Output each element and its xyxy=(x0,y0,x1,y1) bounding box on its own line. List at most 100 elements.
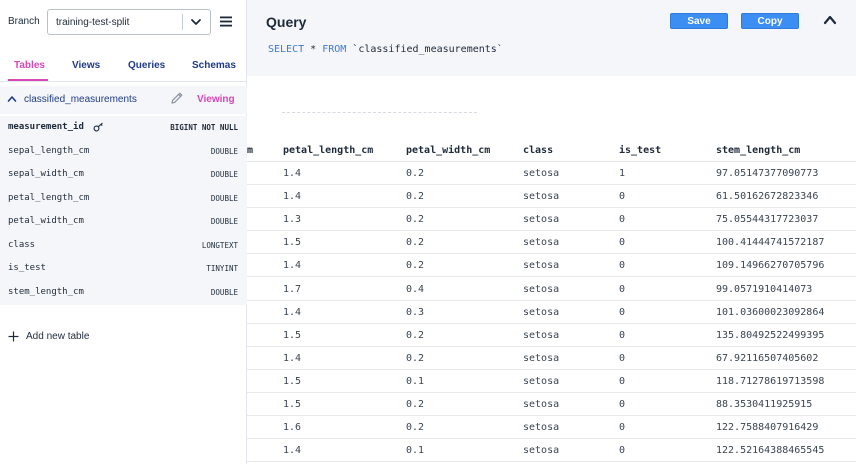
tab-schemas[interactable]: Schemas xyxy=(192,60,236,71)
results-header-row: m petal_length_cm petal_width_cm class i… xyxy=(247,139,856,162)
table-cell: 0 xyxy=(619,422,626,434)
table-cell: 1.4 xyxy=(283,306,302,318)
table-cell: setosa xyxy=(523,214,560,226)
tab-queries[interactable]: Queries xyxy=(128,60,166,71)
table-cell: 1.6 xyxy=(283,422,302,434)
column-type: LONGTEXT xyxy=(201,240,238,250)
results-toolbar xyxy=(247,76,856,116)
table-item[interactable]: classified_measurements Viewing xyxy=(0,86,247,114)
pencil-icon[interactable] xyxy=(169,90,185,106)
table-cell: setosa xyxy=(523,168,560,179)
table-cell: 99.0571910414073 xyxy=(716,283,813,295)
table-row[interactable]: 1.7 0.4 setosa 0 99.0571910414073 xyxy=(247,278,856,301)
column-header[interactable]: m xyxy=(247,145,254,156)
branch-select[interactable]: training-test-split xyxy=(47,9,211,35)
column-type: BIGINT NOT NULL xyxy=(170,123,238,132)
branch-value: training-test-split xyxy=(56,17,130,28)
table-cell: 0.1 xyxy=(406,445,425,457)
table-cell: 1.5 xyxy=(283,399,302,410)
table-cell: 0 xyxy=(619,237,626,249)
query-header: Query Save Copy SELECT * FROM `classifie… xyxy=(247,0,856,76)
table-cell: 75.05544317723037 xyxy=(716,214,819,226)
query-title: Query xyxy=(266,14,307,30)
table-cell: 101.03600023092864 xyxy=(716,306,825,318)
chevron-up-icon[interactable] xyxy=(7,95,17,103)
menu-icon[interactable] xyxy=(220,16,232,27)
column-header[interactable]: class xyxy=(523,145,554,156)
table-cell: 88.3530411925915 xyxy=(716,399,813,410)
table-cell: 0.2 xyxy=(406,399,425,410)
column-name: measurement_id xyxy=(8,122,84,132)
sidebar: Branch training-test-split Tables Views … xyxy=(0,0,247,464)
column-name: sepal_length_cm xyxy=(8,145,90,156)
table-cell: setosa xyxy=(523,283,560,295)
copy-button[interactable]: Copy xyxy=(741,13,799,29)
table-cell: 0.2 xyxy=(406,191,425,203)
column-type: DOUBLE xyxy=(210,170,238,179)
save-button[interactable]: Save xyxy=(670,13,728,29)
table-cell: 1.5 xyxy=(283,329,302,341)
sql-editor[interactable]: SELECT * FROM `classified_measurements` xyxy=(268,44,503,55)
table-row[interactable]: 1.5 0.2 setosa 0 100.41444741572187 xyxy=(247,231,856,255)
table-row[interactable]: 1.6 0.2 setosa 0 122.7588407916429 xyxy=(247,416,856,440)
table-cell: 1.7 xyxy=(283,283,302,295)
collapse-icon[interactable] xyxy=(821,11,839,29)
plus-icon xyxy=(8,331,19,342)
query-panel: Query Save Copy SELECT * FROM `classifie… xyxy=(247,0,856,464)
table-cell: setosa xyxy=(523,260,560,272)
column-type: DOUBLE xyxy=(210,287,238,297)
table-cell: 100.41444741572187 xyxy=(716,237,825,249)
table-row[interactable]: 1.5 0.1 setosa 0 118.71278619713598 xyxy=(247,370,856,393)
table-row[interactable]: 1.3 0.2 setosa 0 75.05544317723037 xyxy=(247,208,856,232)
chevron-down-icon[interactable] xyxy=(189,16,203,28)
tab-tables[interactable]: Tables xyxy=(14,60,45,71)
sql-table: `classified_measurements` xyxy=(346,44,503,55)
add-new-table-label: Add new table xyxy=(26,331,90,342)
table-cell: 0 xyxy=(619,399,626,410)
sidebar-tabs: Tables Views Queries Schemas xyxy=(0,52,247,82)
table-row[interactable]: 1.5 0.2 setosa 0 135.80492522499395 xyxy=(247,324,856,347)
table-row[interactable]: 1.4 0.2 setosa 0 61.50162672823346 xyxy=(247,185,856,209)
column-list: measurement_id BIGINT NOT NULL sepal_len… xyxy=(0,116,247,305)
table-cell: 0.2 xyxy=(406,214,425,226)
key-icon xyxy=(93,122,103,132)
table-cell: 122.52164388465545 xyxy=(716,445,825,457)
column-item-measurement-id: measurement_id BIGINT NOT NULL xyxy=(0,116,247,139)
column-type: DOUBLE xyxy=(210,217,238,226)
table-cell: 1.4 xyxy=(283,168,302,179)
table-row[interactable]: 1.4 0.3 setosa 0 101.03600023092864 xyxy=(247,301,856,324)
column-header[interactable]: petal_width_cm xyxy=(406,145,491,156)
table-row[interactable]: 1.4 0.1 setosa 0 122.52164388465545 xyxy=(247,439,856,463)
table-name[interactable]: classified_measurements xyxy=(24,94,137,105)
table-cell: 0.2 xyxy=(406,237,425,249)
column-type: DOUBLE xyxy=(210,193,238,203)
table-cell: setosa xyxy=(523,422,560,434)
column-header[interactable]: is_test xyxy=(619,145,662,156)
table-row[interactable]: 1.4 0.2 setosa 0 67.92116507405602 xyxy=(247,347,856,370)
table-cell: 1.5 xyxy=(283,375,302,387)
table-row[interactable]: 1.4 0.2 setosa 1 97.05147377090773 xyxy=(247,162,856,185)
table-cell: 122.7588407916429 xyxy=(716,422,819,434)
table-cell: 118.71278619713598 xyxy=(716,375,825,387)
add-new-table-button[interactable]: Add new table xyxy=(8,329,208,345)
column-item: sepal_width_cm DOUBLE xyxy=(0,163,247,186)
table-cell: 0 xyxy=(619,283,626,295)
tab-views[interactable]: Views xyxy=(72,60,101,71)
table-cell: 0.3 xyxy=(406,306,425,318)
column-header[interactable]: stem_length_cm xyxy=(716,145,801,156)
table-cell: setosa xyxy=(523,399,560,410)
table-cell: 1.4 xyxy=(283,191,302,203)
table-cell: 0.2 xyxy=(406,352,425,364)
table-cell: 97.05147377090773 xyxy=(716,168,819,179)
table-row[interactable]: 1.4 0.2 setosa 0 109.14966270705796 xyxy=(247,254,856,278)
table-row[interactable]: 1.5 0.2 setosa 0 88.3530411925915 xyxy=(247,393,856,416)
column-name: sepal_width_cm xyxy=(8,169,84,179)
table-cell: 0 xyxy=(619,329,626,341)
table-cell: 0 xyxy=(619,306,626,318)
table-cell: 0.2 xyxy=(406,260,425,272)
column-header[interactable]: petal_length_cm xyxy=(283,145,374,156)
table-cell: 1 xyxy=(619,168,626,179)
column-name: petal_length_cm xyxy=(8,192,90,203)
divider xyxy=(282,112,477,113)
table-cell: 67.92116507405602 xyxy=(716,352,819,364)
